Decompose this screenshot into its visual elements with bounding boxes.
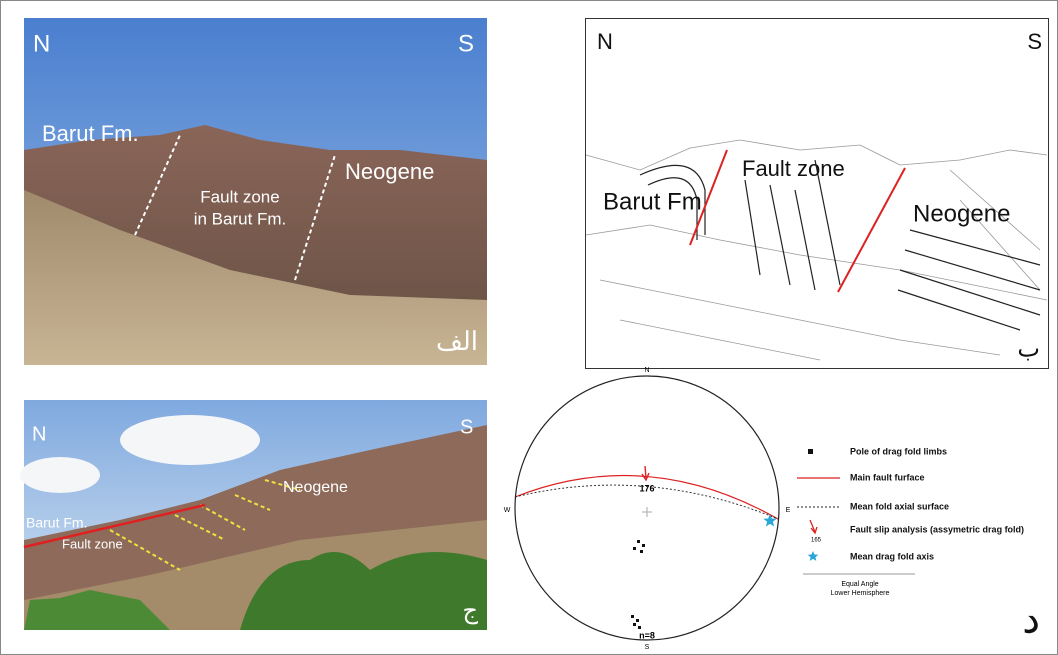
panel-b: N S Barut Fm Fault zone Neogene ب [586,19,1049,369]
label: Neogene [913,200,1010,227]
legend-item: Pole of drag fold limbs [850,446,947,456]
direction: W [504,507,511,514]
panel-a: N S Barut Fm. Fault zone in Barut Fm. Ne… [24,18,487,365]
label: in Barut Fm. [194,209,287,228]
label: Barut Fm. [26,515,87,531]
north: N [597,29,613,54]
label: Barut Fm. [42,121,139,146]
panel-letter: الف [436,326,478,356]
north: N [32,423,46,445]
count: n=8 [639,630,655,640]
label: Neogene [345,159,434,184]
projection: Equal Angle [841,581,878,588]
panel-letter: ب [1017,335,1040,362]
figure: N S Barut Fm. Fault zone in Barut Fm. Ne… [0,0,1058,655]
fault-label: 176 [639,483,654,493]
south: S [460,416,473,438]
legend-arrow [810,520,817,533]
label: Fault zone [200,187,279,206]
label: Neogene [283,479,348,496]
label: Barut Fm [603,188,702,215]
projection: Lower Hemisphere [831,590,890,597]
label: Fault zone [742,156,845,181]
cloud [120,415,260,465]
direction: S [645,644,650,651]
legend-item: Fault slip analysis (assymetric drag fol… [850,524,1024,534]
direction: E [786,507,791,514]
north: N [33,30,50,57]
slip-label: 165 [811,538,822,544]
cloud [20,457,100,493]
south: S [458,30,474,57]
legend-item: Mean drag fold axis [850,551,934,561]
label: Fault zone [62,536,123,551]
panel-d: N S W E 176 n=8 Pole of drag fold limbs … [504,367,1040,651]
legend-item: Main fault furface [850,472,925,482]
south: S [1027,29,1042,54]
legend-item: Mean fold axial surface [850,501,949,511]
panel-c: N S Neogene Barut Fm. Fault zone ج [20,400,487,630]
legend-star [808,551,819,561]
panel-letter: د [1022,598,1040,642]
direction: N [644,367,649,374]
legend-square [808,449,813,454]
panel-letter: ج [463,597,479,624]
